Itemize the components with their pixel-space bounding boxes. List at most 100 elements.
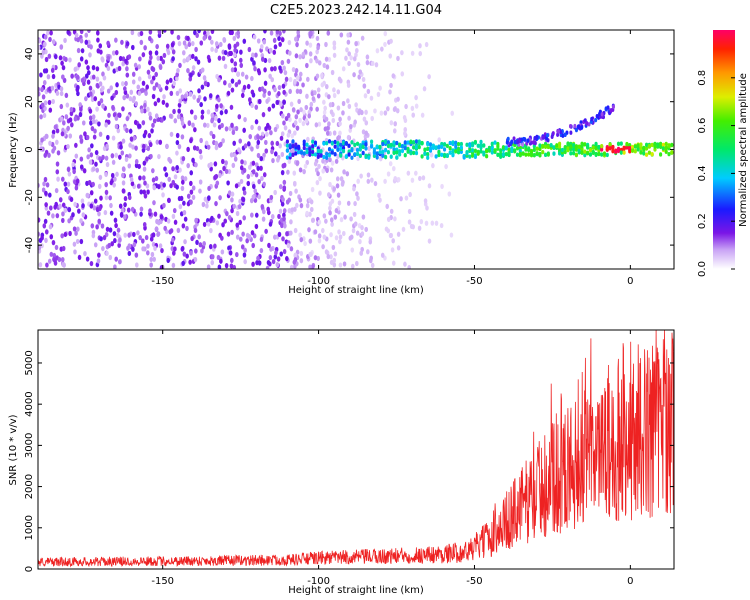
spectrogram-cell — [194, 248, 198, 254]
spectrogram-cell — [354, 102, 358, 108]
spectrogram-cell — [181, 223, 186, 229]
spectrogram-cell — [91, 118, 96, 125]
spectrogram-cell — [341, 230, 346, 237]
spectrogram-cell — [361, 76, 366, 83]
spectrogram-cell — [259, 156, 264, 162]
spectrogram-cell — [373, 108, 377, 114]
spectrogram-cell — [325, 141, 329, 146]
spectrogram-cell — [482, 143, 486, 148]
spectrogram-cell — [366, 249, 370, 255]
spectrogram-cell — [339, 176, 344, 182]
spectrogram-cell — [156, 55, 161, 61]
spectrogram-cell — [277, 213, 281, 220]
spectrogram-cell — [364, 109, 368, 115]
spectrogram-cell — [317, 238, 322, 244]
spectrogram-cell — [616, 147, 621, 152]
spectrogram-cell — [360, 35, 365, 41]
spectrogram-cell — [125, 93, 130, 99]
spectrogram-cell — [244, 74, 249, 80]
spectrogram-cell — [52, 252, 57, 259]
spectrogram-cell — [257, 179, 261, 185]
spectrogram-cell — [219, 258, 223, 264]
spectrogram-cell — [121, 172, 125, 178]
spectrogram-cell — [183, 216, 188, 222]
spectrogram-cell — [619, 141, 623, 146]
spectrogram-cell — [398, 149, 402, 154]
spectrogram-cell — [442, 142, 447, 147]
spectrogram-cell — [644, 142, 649, 148]
spectrogram-cell — [305, 93, 309, 99]
spectrogram-cell — [147, 132, 152, 139]
spectrogram-cell — [325, 130, 330, 136]
spectrogram-cell — [237, 79, 242, 85]
spectrogram-cell — [242, 190, 247, 196]
spectrogram-cell — [224, 160, 228, 166]
spectrogram-cell — [320, 82, 325, 88]
spectrogram-cell — [164, 85, 169, 91]
spectrogram-cell — [310, 186, 315, 193]
spectrogram-cell — [125, 115, 130, 122]
spectrogram-cell — [283, 223, 287, 229]
spectrogram-cell — [117, 65, 122, 72]
spectrogram-cell — [440, 152, 444, 158]
spectrogram-cell — [218, 41, 223, 48]
spectrogram-cell — [316, 93, 321, 99]
spectrogram-cell — [210, 215, 214, 221]
spectrogram-cell — [163, 225, 167, 231]
spectrogram-cell — [279, 135, 284, 141]
spectrogram-cell — [202, 122, 207, 128]
spectrogram-cell — [291, 107, 296, 113]
spectrogram-cell — [303, 163, 308, 169]
spectrogram-cell — [493, 140, 497, 145]
spectrogram-cell — [150, 128, 154, 134]
spectrogram-cell — [98, 174, 103, 180]
spectrogram-cell — [104, 171, 108, 178]
spectrogram-cell — [288, 143, 292, 148]
spectrogram-cell — [421, 175, 426, 181]
spectrogram-cell — [304, 118, 309, 124]
spectrogram-cell — [198, 179, 203, 185]
spectrogram-cell — [150, 65, 155, 72]
spectrogram-cell — [156, 231, 160, 237]
spectrogram-cell — [193, 227, 198, 234]
spectrogram-cell — [223, 80, 227, 86]
spectrogram-cell — [308, 30, 313, 36]
spectrogram-cell — [70, 122, 74, 128]
spectrogram-cell — [61, 74, 65, 80]
colorbar-gradient — [713, 30, 735, 269]
spectrogram-cell — [400, 71, 405, 77]
spectrogram-cell — [633, 144, 637, 149]
spectrogram-cell — [333, 151, 337, 157]
spectrogram-cell — [228, 50, 232, 56]
spectrogram-cell — [224, 168, 229, 175]
spectrogram-cell — [95, 167, 100, 173]
spectrogram-cell — [190, 40, 195, 47]
spectrogram-cell — [247, 46, 252, 53]
spectrogram-cell — [350, 263, 355, 269]
spectrogram-cell — [269, 194, 274, 201]
spectrogram-cell — [291, 143, 295, 149]
spectrogram-cell — [257, 125, 262, 131]
spectrogram-cell — [202, 75, 207, 81]
spectrogram-cell — [42, 112, 47, 119]
spectrogram-cell — [541, 144, 545, 149]
spectrogram-cell — [84, 39, 89, 45]
spectrogram-cell — [552, 145, 556, 150]
spectrogram-cell — [223, 49, 228, 56]
spectrogram-cell — [41, 187, 46, 193]
spectrogram-cell — [105, 250, 109, 256]
spectrogram-cell — [181, 50, 186, 56]
spectrogram-cell — [226, 231, 231, 237]
spectrogram-cell — [375, 48, 380, 54]
spectrogram-cell — [230, 229, 234, 235]
spectrogram-cell — [91, 74, 96, 80]
spectrogram-cell — [201, 201, 206, 208]
spectrogram-cell — [42, 80, 47, 86]
spectrogram-cell — [85, 192, 90, 199]
spectrogram-cell — [210, 46, 214, 52]
y-tick-label: -40 — [24, 237, 35, 253]
spectrogram-cell — [146, 243, 150, 249]
spectrogram-cell — [392, 106, 397, 113]
spectrogram-cell — [176, 227, 181, 234]
